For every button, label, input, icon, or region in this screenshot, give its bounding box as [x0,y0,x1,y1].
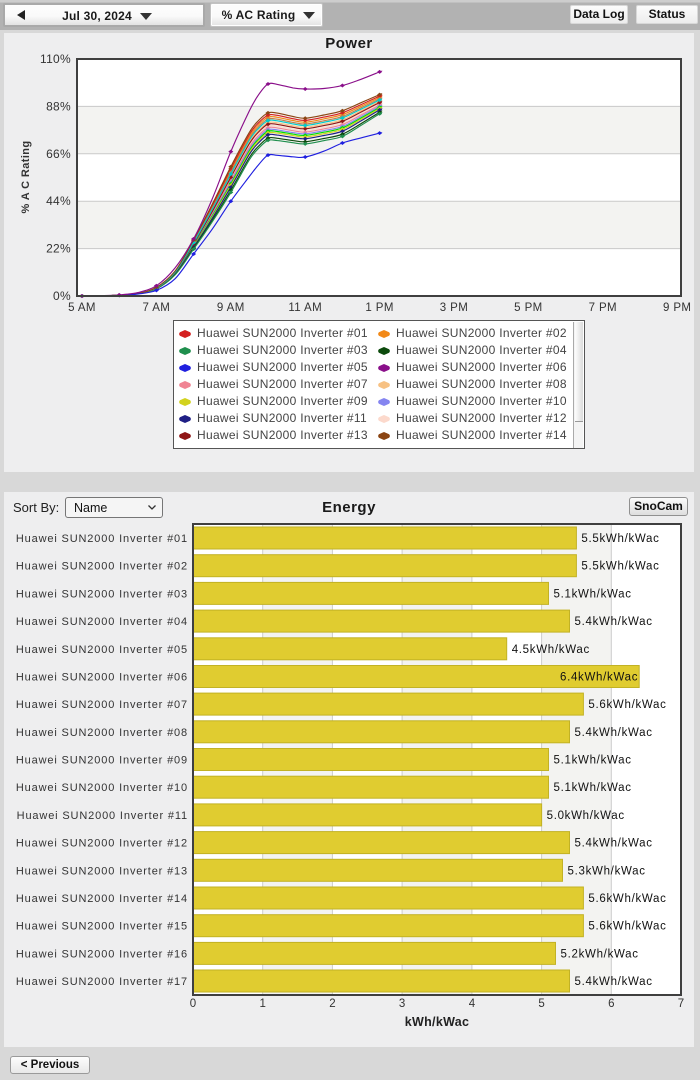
svg-text:6.4kWh/kWac: 6.4kWh/kWac [560,672,638,684]
svg-text:kWh/kWac: kWh/kWac [405,1015,469,1029]
svg-text:5.1kWh/kWac: 5.1kWh/kWac [554,782,632,794]
svg-text:Huawei SUN2000 Inverter #04: Huawei SUN2000 Inverter #04 [16,616,188,628]
svg-text:5.5kWh/kWac: 5.5kWh/kWac [581,533,659,545]
svg-text:3 PM: 3 PM [440,302,468,314]
svg-text:5.1kWh/kWac: 5.1kWh/kWac [554,588,632,600]
svg-text:5: 5 [538,998,544,1010]
svg-text:5.3kWh/kWac: 5.3kWh/kWac [568,865,646,877]
svg-text:Huawei SUN2000 Inverter #14: Huawei SUN2000 Inverter #14 [16,893,188,905]
svg-text:Huawei SUN2000 Inverter #11: Huawei SUN2000 Inverter #11 [17,810,188,822]
svg-text:3: 3 [399,998,405,1010]
svg-text:6: 6 [608,998,614,1010]
svg-text:5.4kWh/kWac: 5.4kWh/kWac [575,616,653,628]
svg-text:5 AM: 5 AM [68,302,96,314]
svg-text:11 AM: 11 AM [288,302,322,314]
svg-text:Huawei SUN2000 Inverter #16: Huawei SUN2000 Inverter #16 [16,948,188,960]
svg-text:44%: 44% [46,194,71,208]
svg-text:4.5kWh/kWac: 4.5kWh/kWac [512,644,590,656]
svg-text:5.6kWh/kWac: 5.6kWh/kWac [588,699,666,711]
svg-text:2: 2 [329,998,335,1010]
svg-text:Huawei SUN2000 Inverter #15: Huawei SUN2000 Inverter #15 [16,921,188,933]
svg-text:88%: 88% [46,99,71,113]
svg-text:Huawei SUN2000 Inverter #13: Huawei SUN2000 Inverter #13 [16,865,188,877]
svg-text:1: 1 [259,998,265,1010]
svg-text:0%: 0% [53,289,71,303]
svg-text:9 AM: 9 AM [217,302,245,314]
svg-text:Huawei SUN2000 Inverter #05: Huawei SUN2000 Inverter #05 [16,644,188,656]
svg-text:Huawei SUN2000 Inverter #02: Huawei SUN2000 Inverter #02 [16,561,188,573]
svg-text:1 PM: 1 PM [365,302,393,314]
svg-text:5.4kWh/kWac: 5.4kWh/kWac [575,727,653,739]
svg-text:5.0kWh/kWac: 5.0kWh/kWac [547,810,625,822]
svg-text:22%: 22% [46,242,71,256]
svg-text:Huawei SUN2000 Inverter #06: Huawei SUN2000 Inverter #06 [16,672,188,684]
svg-text:Huawei SUN2000 Inverter #12: Huawei SUN2000 Inverter #12 [16,838,188,850]
svg-text:5.5kWh/kWac: 5.5kWh/kWac [581,561,659,573]
svg-text:Huawei SUN2000 Inverter #10: Huawei SUN2000 Inverter #10 [16,782,188,794]
svg-text:5.2kWh/kWac: 5.2kWh/kWac [561,948,639,960]
svg-text:4: 4 [469,998,476,1010]
svg-text:5.1kWh/kWac: 5.1kWh/kWac [554,755,632,767]
svg-text:110%: 110% [40,52,71,66]
svg-text:66%: 66% [46,147,71,161]
svg-text:5.4kWh/kWac: 5.4kWh/kWac [575,838,653,850]
svg-text:% A C Rating: % A C Rating [20,140,32,213]
svg-text:Huawei SUN2000 Inverter #07: Huawei SUN2000 Inverter #07 [16,699,188,711]
svg-text:Huawei SUN2000 Inverter #09: Huawei SUN2000 Inverter #09 [16,755,188,767]
svg-text:5.6kWh/kWac: 5.6kWh/kWac [588,893,666,905]
svg-text:5 PM: 5 PM [514,302,542,314]
svg-text:Huawei SUN2000 Inverter #17: Huawei SUN2000 Inverter #17 [16,976,188,988]
svg-text:Huawei SUN2000 Inverter #01: Huawei SUN2000 Inverter #01 [16,533,188,545]
svg-text:Huawei SUN2000 Inverter #08: Huawei SUN2000 Inverter #08 [16,727,188,739]
svg-text:5.4kWh/kWac: 5.4kWh/kWac [575,976,653,988]
svg-text:7: 7 [678,998,684,1010]
svg-text:7 PM: 7 PM [589,302,617,314]
svg-text:0: 0 [190,998,196,1010]
svg-text:5.6kWh/kWac: 5.6kWh/kWac [588,921,666,933]
svg-text:9 PM: 9 PM [663,302,691,314]
svg-text:Huawei SUN2000 Inverter #03: Huawei SUN2000 Inverter #03 [16,588,188,600]
svg-text:7 AM: 7 AM [142,302,170,314]
